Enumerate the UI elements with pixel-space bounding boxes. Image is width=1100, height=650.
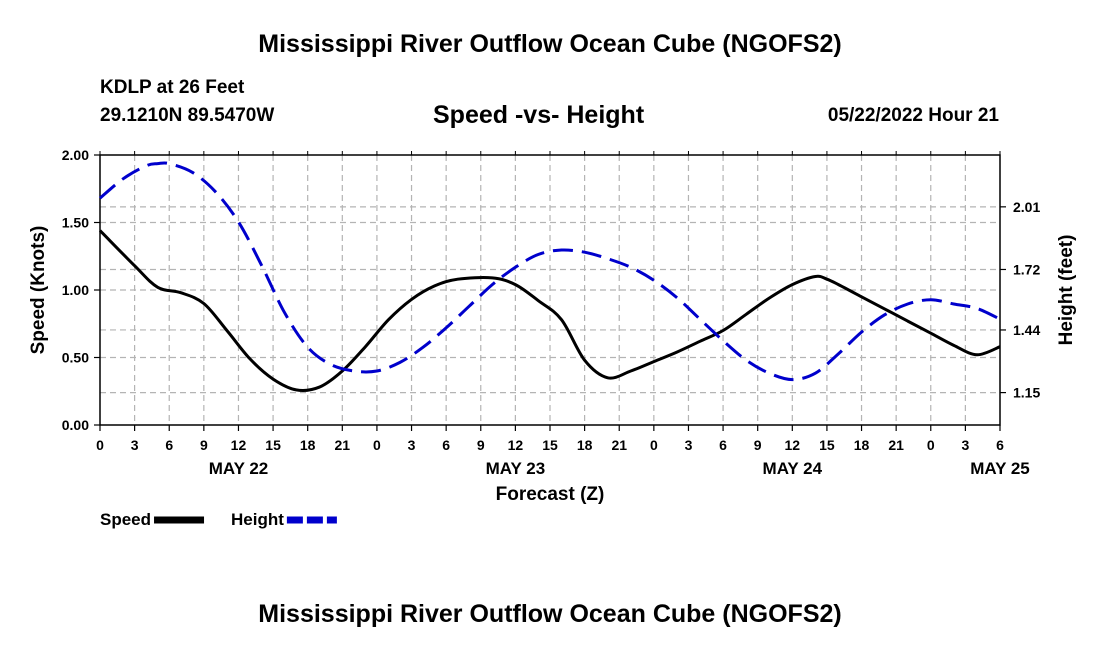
y2-tick-label: 1.44	[1013, 322, 1040, 338]
x-tick-label: 6	[996, 437, 1004, 453]
footer-title: Mississippi River Outflow Ocean Cube (NG…	[258, 600, 842, 628]
plot-frame	[99, 154, 1001, 426]
date-label: MAY 23	[486, 459, 546, 478]
y-tick-label: 1.50	[62, 215, 89, 231]
y-tick-label: 2.00	[62, 147, 89, 163]
x-tick-label: 3	[685, 437, 693, 453]
date-label: MAY 22	[209, 459, 269, 478]
x-tick-label: 12	[508, 437, 524, 453]
timestamp-label: 05/22/2022 Hour 21	[827, 105, 999, 126]
x-tick-label: 6	[442, 437, 450, 453]
x-tick-label: 18	[300, 437, 316, 453]
x-tick-label: 6	[165, 437, 173, 453]
x-tick-label: 21	[888, 437, 904, 453]
x-tick-label: 15	[265, 437, 281, 453]
y2-tick-label: 1.15	[1013, 385, 1040, 401]
coordinates-label: 29.1210N 89.5470W	[100, 105, 275, 126]
x-axis-title: Forecast (Z)	[496, 484, 605, 505]
x-tick-label: 3	[131, 437, 139, 453]
y-axis-title: Speed (Knots)	[28, 226, 49, 355]
y-tick-label: 0.50	[62, 350, 89, 366]
x-tick-label: 3	[961, 437, 969, 453]
x-tick-label: 12	[231, 437, 247, 453]
x-tick-label: 15	[819, 437, 835, 453]
page-title: Mississippi River Outflow Ocean Cube (NG…	[258, 30, 842, 58]
x-tick-label: 21	[611, 437, 627, 453]
x-tick-label: 3	[408, 437, 416, 453]
x-tick-label: 6	[719, 437, 727, 453]
x-tick-label: 9	[200, 437, 208, 453]
x-tick-label: 0	[650, 437, 658, 453]
legend-label: Height	[231, 510, 284, 529]
x-tick-label: 21	[335, 437, 351, 453]
legend-label: Speed	[100, 510, 151, 529]
chart-title: Speed -vs- Height	[433, 101, 645, 129]
y2-axis-title: Height (feet)	[1056, 235, 1077, 346]
y2-tick-label: 2.01	[1013, 199, 1040, 215]
station-label: KDLP at 26 Feet	[100, 77, 245, 98]
y2-tick-label: 1.72	[1013, 261, 1040, 277]
x-tick-label: 15	[542, 437, 558, 453]
y-tick-label: 1.00	[62, 282, 89, 298]
x-tick-label: 0	[373, 437, 381, 453]
x-tick-label: 18	[854, 437, 870, 453]
x-tick-label: 0	[927, 437, 935, 453]
x-tick-label: 12	[785, 437, 801, 453]
x-tick-label: 9	[754, 437, 762, 453]
series-line-speed	[98, 229, 1001, 393]
x-tick-label: 18	[577, 437, 593, 453]
x-tick-label: 9	[477, 437, 485, 453]
x-tick-label: 0	[96, 437, 104, 453]
date-label: MAY 24	[763, 459, 823, 478]
date-label: MAY 25	[970, 459, 1030, 478]
series-line-height	[99, 161, 1001, 382]
y-tick-label: 0.00	[62, 417, 89, 433]
